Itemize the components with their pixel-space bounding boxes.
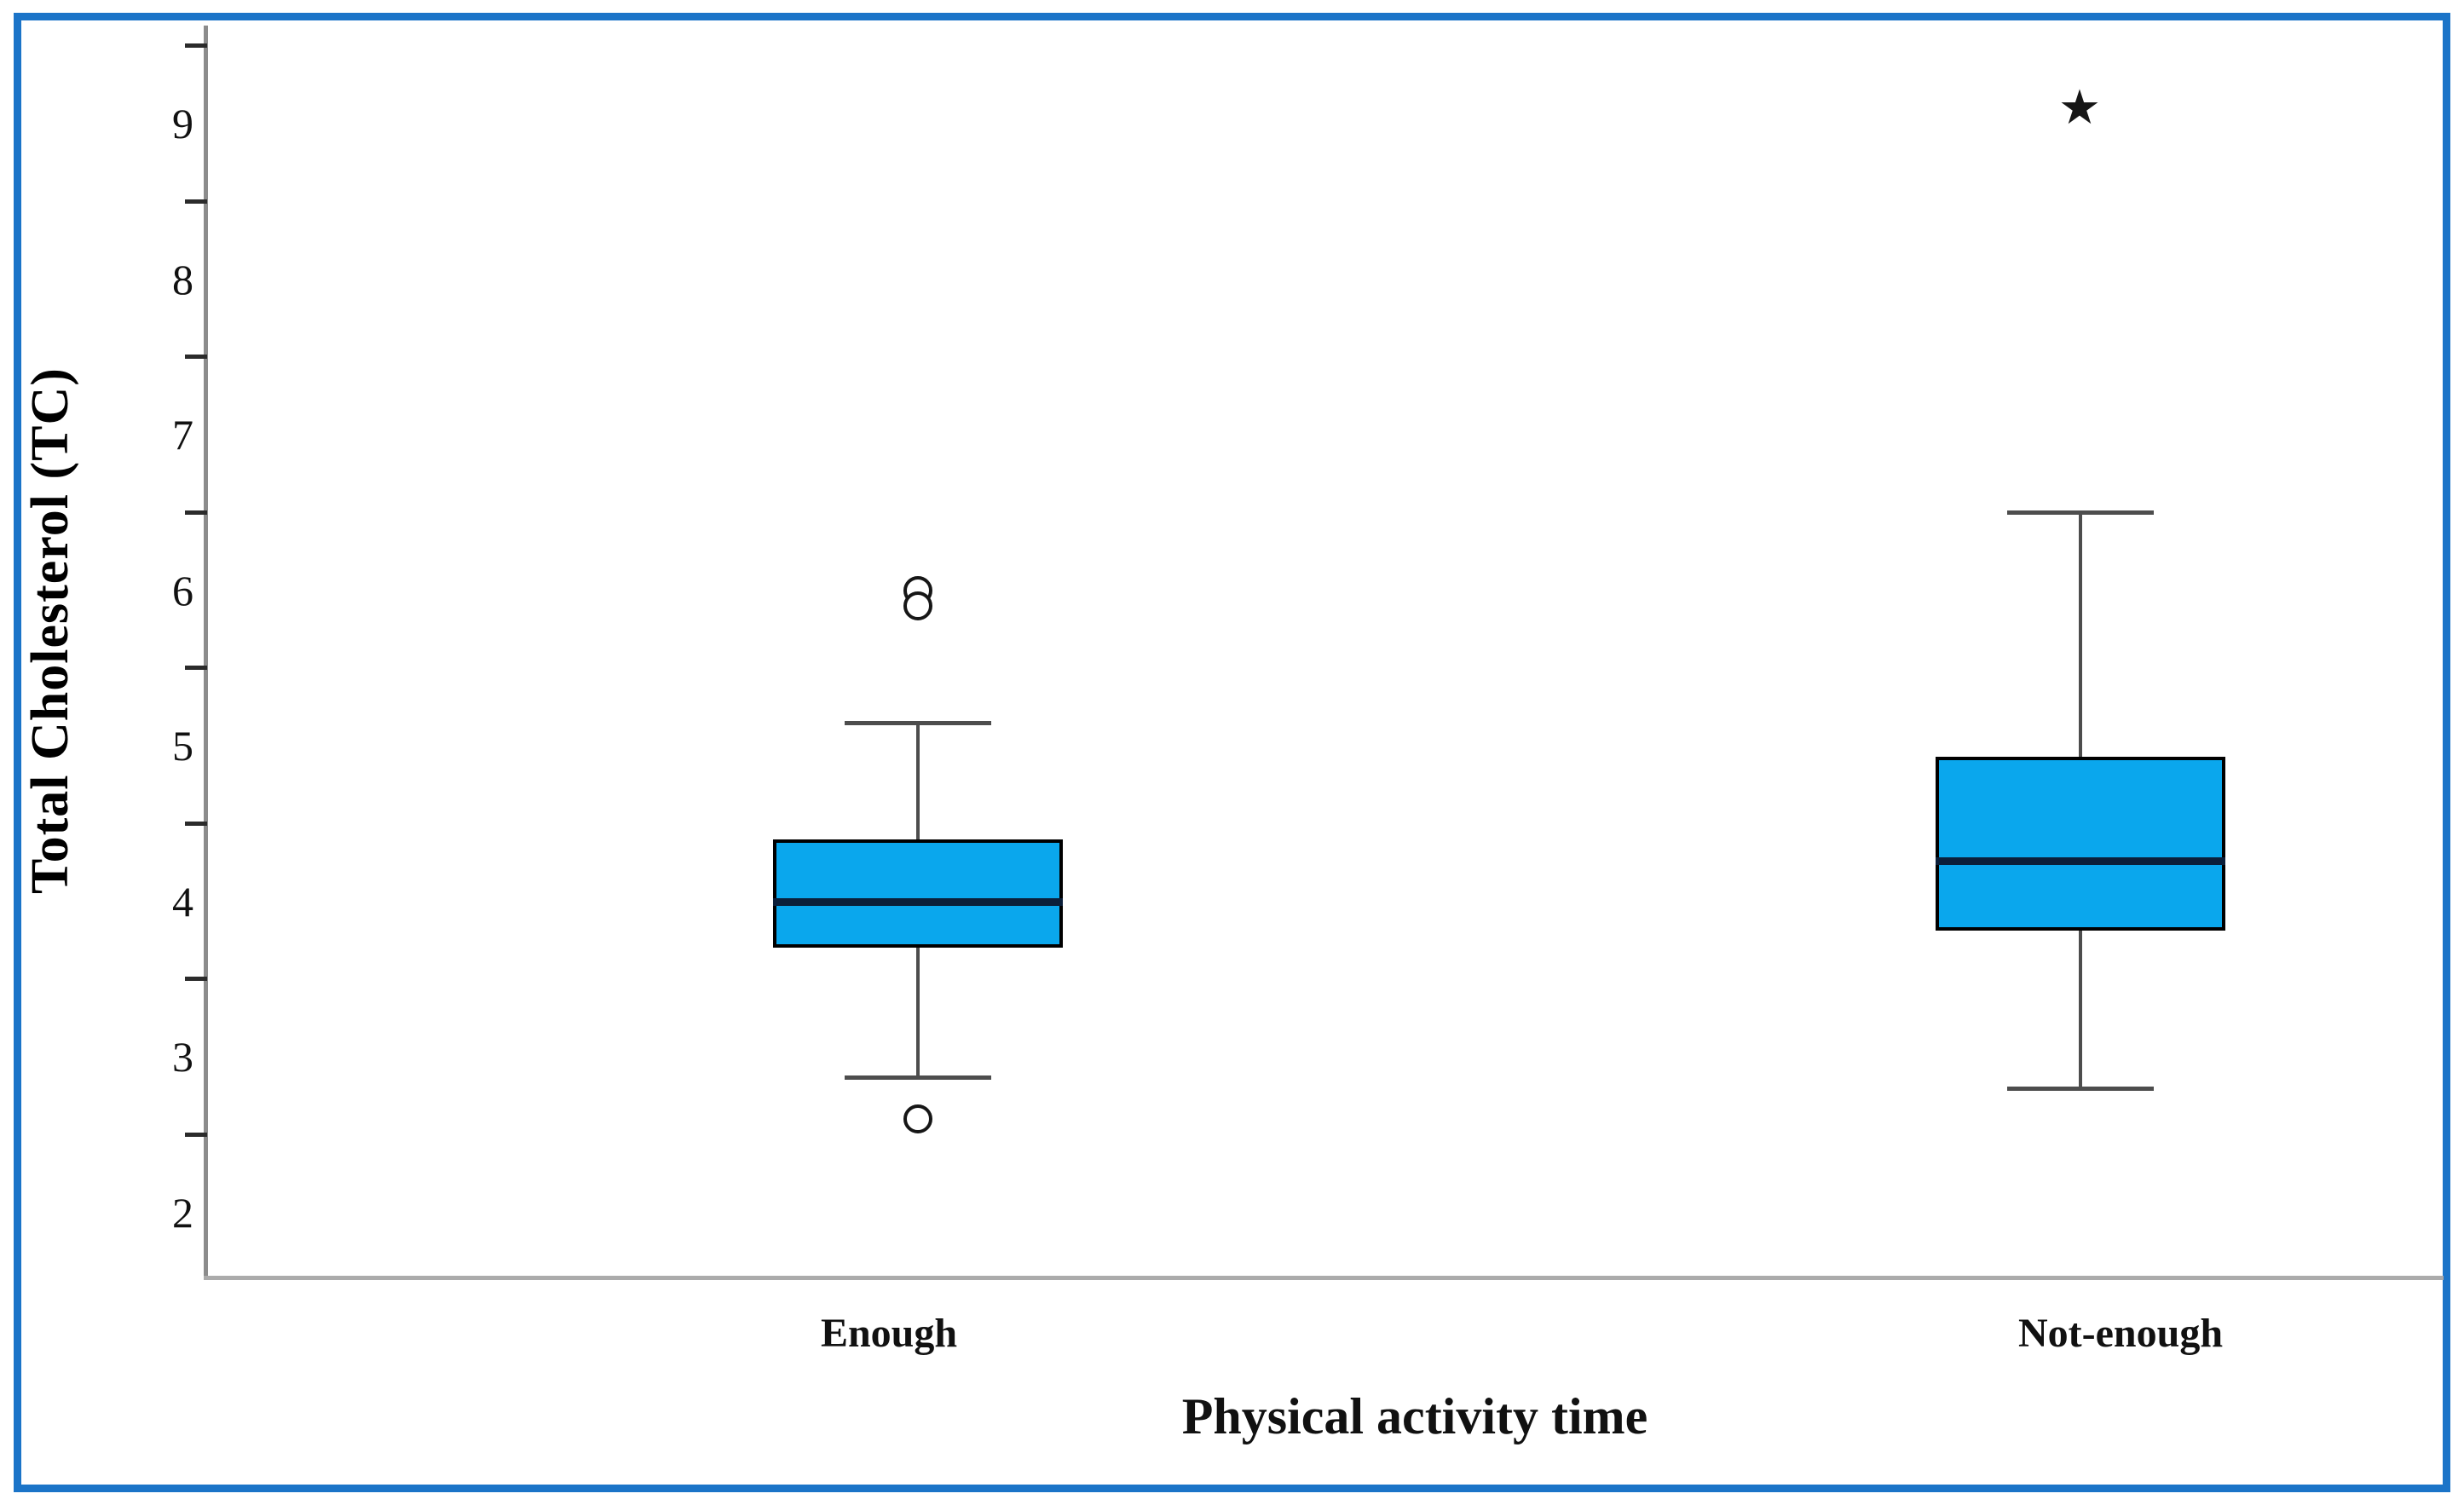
y-tick-label: 3 [172, 1033, 193, 1081]
lower-whisker-cap-enough [845, 1075, 991, 1080]
y-tick [185, 43, 207, 49]
x-axis-line [204, 1276, 2444, 1280]
y-tick-label: 2 [172, 1188, 193, 1237]
y-tick [185, 666, 207, 671]
y-tick [185, 977, 207, 982]
lower-whisker-cap-not-enough [2007, 1086, 2154, 1091]
extreme-outlier-star-icon: ★ [2057, 79, 2102, 136]
box-not-enough [1936, 756, 2225, 931]
box-enough [773, 839, 1063, 949]
y-tick [185, 1132, 207, 1137]
y-tick [185, 510, 207, 515]
category-label-not-enough: Not-enough [2017, 1311, 2224, 1356]
y-tick [185, 821, 207, 826]
y-tick-label: 6 [172, 566, 193, 614]
x-axis-title: Physical activity time [1181, 1388, 1648, 1444]
category-label-enough: Enough [820, 1311, 958, 1356]
y-tick [185, 199, 207, 204]
lower-whisker-not-enough [2079, 931, 2082, 1088]
outlier-circle-icon [903, 1104, 932, 1133]
lower-whisker-enough [916, 948, 920, 1077]
y-tick [185, 355, 207, 360]
figure-border [14, 13, 2450, 1492]
y-tick-label: 5 [172, 722, 193, 770]
y-tick-label: 9 [172, 100, 193, 147]
y-axis-line [204, 26, 208, 1278]
median-enough [773, 897, 1063, 906]
median-not-enough [1936, 857, 2225, 866]
y-tick-label: 4 [172, 877, 193, 925]
upper-whisker-cap-enough [845, 720, 991, 725]
y-tick-label: 8 [172, 255, 193, 303]
upper-whisker-cap-not-enough [2007, 510, 2154, 516]
upper-whisker-enough [916, 722, 920, 839]
upper-whisker-not-enough [2079, 512, 2082, 757]
outlier-circle-icon [903, 591, 932, 620]
y-tick-label: 7 [172, 411, 193, 458]
